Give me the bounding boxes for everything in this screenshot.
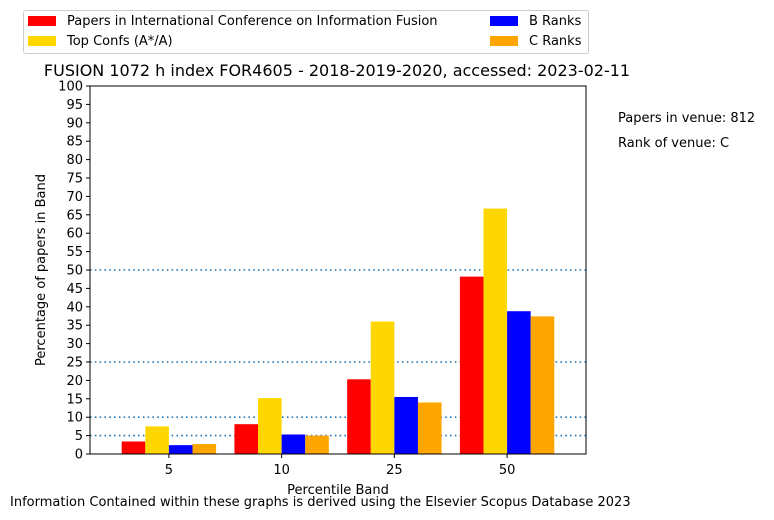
y-tick-label: 60 — [66, 227, 83, 242]
bar — [258, 398, 282, 454]
bar — [121, 441, 146, 454]
y-tick-label: 65 — [66, 208, 83, 223]
y-tick-label: 70 — [66, 190, 83, 205]
bar — [394, 396, 418, 454]
y-tick-label: 90 — [66, 116, 83, 131]
y-tick-label: 20 — [66, 374, 83, 389]
y-axis-label: Percentage of papers in Band — [34, 174, 49, 366]
y-tick-label: 5 — [75, 429, 83, 444]
x-tick-label: 5 — [165, 463, 173, 478]
papers-in-venue-note: Papers in venue: 812 — [618, 111, 756, 126]
y-tick-label: 95 — [66, 98, 83, 113]
legend-swatch-c-ranks — [490, 35, 518, 46]
bars — [121, 208, 555, 454]
rank-of-venue-note: Rank of venue: C — [618, 136, 730, 151]
source-footnote: Information Contained within these graph… — [10, 495, 631, 510]
chart-title: FUSION 1072 h index FOR4605 - 2018-2019-… — [43, 61, 631, 80]
x-axis-label: Percentile Band — [287, 483, 389, 498]
legend-swatch-top-confs — [28, 35, 56, 46]
y-tick-label: 55 — [66, 245, 83, 260]
y-tick-label: 15 — [66, 392, 83, 407]
bar — [192, 444, 217, 454]
legend-swatch-b-ranks — [490, 15, 518, 26]
y-tick-label: 40 — [66, 300, 83, 315]
legend-item-top-confs: Top Confs (A*/A) — [28, 34, 173, 50]
bar — [483, 208, 508, 454]
y-tick-label: 85 — [66, 135, 83, 150]
bar — [530, 316, 555, 454]
bar — [168, 445, 193, 454]
bar — [305, 435, 329, 454]
legend-label-fusion: Papers in International Conference on In… — [67, 14, 438, 29]
bar — [347, 379, 371, 454]
y-tick-label: 30 — [66, 337, 83, 352]
bar — [417, 402, 442, 454]
legend-item-c-ranks: C Ranks — [490, 34, 581, 50]
legend-swatch-fusion — [28, 15, 56, 26]
legend-label-top-confs: Top Confs (A*/A) — [67, 34, 173, 49]
bar — [281, 434, 306, 454]
legend-item-fusion: Papers in International Conference on In… — [28, 14, 438, 30]
y-tick-label: 0 — [75, 448, 83, 463]
y-tick-label: 10 — [66, 411, 83, 426]
legend-label-c-ranks: C Ranks — [529, 34, 582, 49]
y-tick-label: 25 — [66, 356, 83, 371]
x-tick-label: 50 — [499, 463, 516, 478]
bar — [370, 321, 395, 454]
y-axis-ticks: 0 5 10 15 20 25 30 35 40 45 50 55 60 65 70 75 80 85 90 95 10… — [58, 80, 90, 463]
bar — [145, 426, 169, 454]
x-tick-label: 10 — [273, 463, 290, 478]
y-tick-label: 75 — [66, 172, 83, 187]
bar — [459, 276, 484, 454]
x-tick-label: 25 — [386, 463, 403, 478]
y-tick-label: 35 — [66, 319, 83, 334]
y-tick-label: 45 — [66, 282, 83, 297]
bar — [234, 424, 259, 454]
y-tick-label: 100 — [58, 80, 83, 95]
y-tick-label: 80 — [66, 153, 83, 168]
legend-label-b-ranks: B Ranks — [529, 14, 582, 29]
bar — [507, 311, 531, 454]
x-axis-ticks: 5 10 25 50 — [165, 454, 516, 478]
y-tick-label: 50 — [66, 264, 83, 279]
legend-item-b-ranks: B Ranks — [490, 14, 581, 30]
chart-legend: Papers in International Conference on In… — [23, 10, 589, 54]
